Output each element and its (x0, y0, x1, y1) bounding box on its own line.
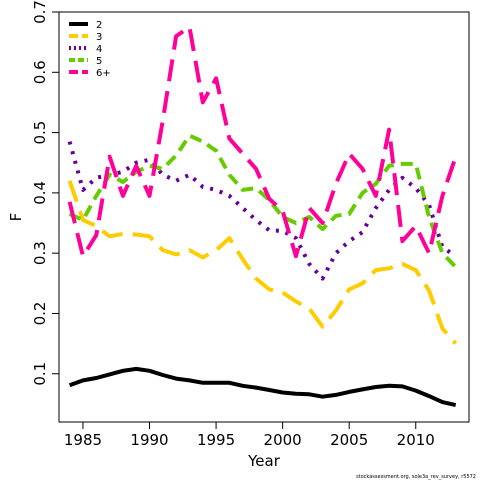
series-line-1 (67, 180, 458, 345)
y-tick-label: 0.6 (31, 60, 49, 84)
plot-frame (58, 11, 470, 423)
x-tick-label: 1990 (130, 431, 168, 449)
legend-label: 4 (96, 44, 102, 55)
legend-label: 6+ (96, 68, 111, 79)
y-axis-title: F (7, 213, 25, 222)
y-tick-label: 0.7 (31, 0, 49, 24)
x-axis-title: Year (247, 452, 281, 470)
x-tick-label: 1985 (64, 431, 102, 449)
y-tick-label: 0.1 (31, 362, 49, 386)
x-axis: 1985 1990 1995 2000 2005 2010 (64, 421, 435, 449)
y-tick-label: 0.3 (31, 241, 49, 265)
x-tick-label: 1995 (197, 431, 235, 449)
legend-label: 5 (96, 56, 102, 67)
x-tick-label: 2010 (397, 431, 435, 449)
y-axis: 0.1 0.2 0.3 0.4 0.5 0.6 0.7 (31, 0, 60, 386)
series-line-3 (68, 133, 458, 269)
series-line-4 (67, 25, 458, 259)
legend-label: 3 (96, 32, 102, 43)
x-tick-label: 2005 (330, 431, 368, 449)
series-layer (67, 25, 458, 408)
y-tick-label: 0.5 (31, 121, 49, 145)
series-line-0 (68, 366, 457, 408)
y-tick-label: 0.2 (31, 302, 49, 326)
y-tick-label: 0.4 (31, 181, 49, 205)
x-tick-label: 2000 (264, 431, 302, 449)
footer-text: stockassessment.org, sole3a_rev_survey, … (356, 474, 476, 480)
legend-label: 2 (96, 20, 102, 31)
